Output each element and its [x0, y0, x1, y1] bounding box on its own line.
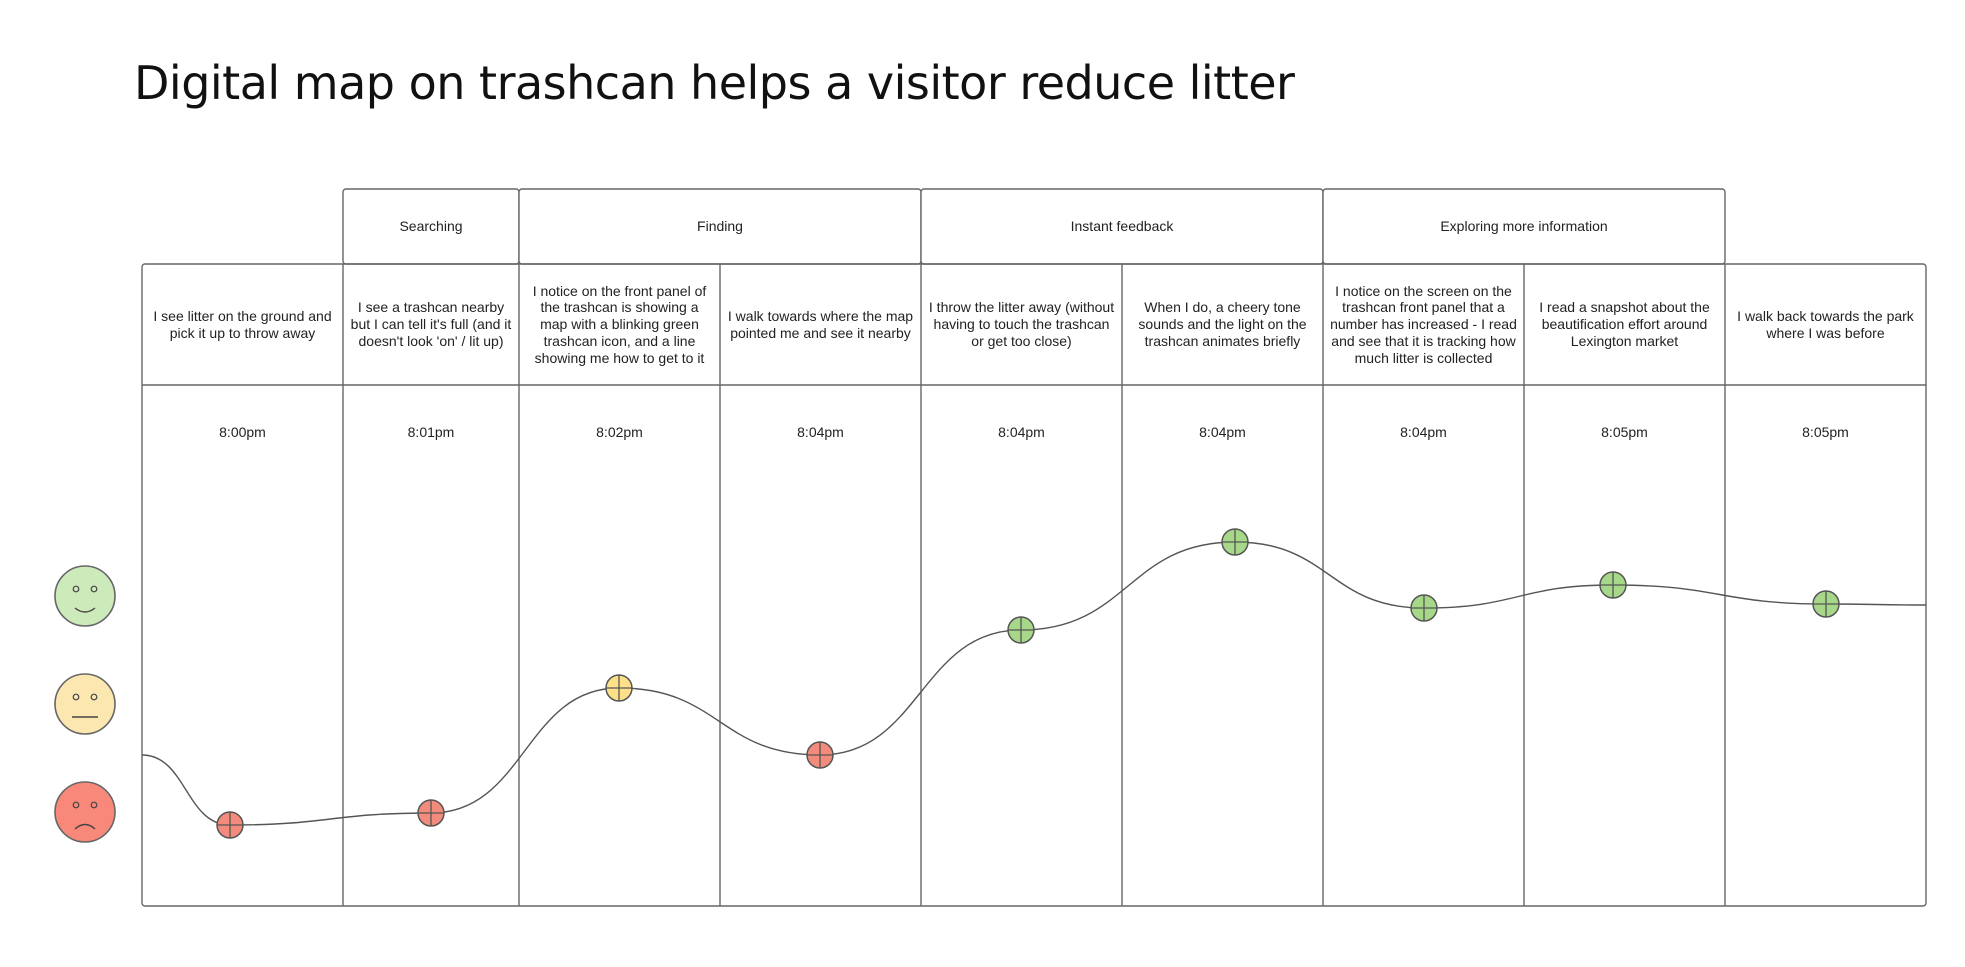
step-action: I read a snapshot about the beautificati… — [1539, 299, 1710, 349]
step-action: I throw the litter away (without having … — [928, 299, 1115, 349]
emotion-marker-positive — [1812, 590, 1840, 618]
step-time: 8:05pm — [1601, 424, 1648, 440]
steps-grid: I see litter on the ground and pick it u… — [141, 263, 1927, 907]
emotion-curve — [141, 541, 1927, 826]
phase-label: Instant feedback — [1070, 218, 1174, 235]
emotion-marker-negative — [216, 811, 244, 839]
page-title: Digital map on trashcan helps a visitor … — [134, 56, 1295, 110]
negative-face-icon — [54, 781, 116, 843]
step-time: 8:04pm — [797, 424, 844, 440]
step-action: I notice on the screen on the trashcan f… — [1330, 282, 1517, 366]
step-time: 8:00pm — [219, 424, 266, 440]
emotion-markers — [216, 528, 1840, 839]
phase-label: Searching — [399, 218, 463, 235]
emotion-marker-neutral — [605, 674, 633, 702]
step-action: I notice on the front panel of the trash… — [532, 282, 707, 366]
step-time: 8:04pm — [1199, 424, 1246, 440]
emotion-marker-positive — [1410, 594, 1438, 622]
neutral-face-icon — [54, 673, 116, 735]
emotion-marker-positive — [1599, 571, 1627, 599]
step-time: 8:01pm — [408, 424, 455, 440]
step-action: I see a trashcan nearby but I can tell i… — [350, 299, 512, 349]
emotion-marker-positive — [1221, 528, 1249, 556]
positive-face-icon — [54, 565, 116, 627]
step-action: I see litter on the ground and pick it u… — [153, 307, 332, 341]
step-time: 8:05pm — [1802, 424, 1849, 440]
step-time: 8:02pm — [596, 424, 643, 440]
step-action: When I do, a cheery tone sounds and the … — [1138, 299, 1307, 349]
phase-label: Exploring more information — [1440, 218, 1608, 235]
phase-label: Finding — [697, 218, 743, 235]
emotion-scale — [54, 565, 116, 843]
step-time: 8:04pm — [998, 424, 1045, 440]
step-action: I walk towards where the map pointed me … — [727, 307, 914, 341]
step-time: 8:04pm — [1400, 424, 1447, 440]
emotion-marker-negative — [806, 741, 834, 769]
emotion-marker-negative — [417, 799, 445, 827]
emotion-marker-positive — [1007, 616, 1035, 644]
step-action: I walk back towards the park where I was… — [1737, 307, 1914, 341]
phase-row: Searching Finding Instant feedback Explorin… — [342, 188, 1726, 265]
grid-frame — [141, 263, 1927, 907]
